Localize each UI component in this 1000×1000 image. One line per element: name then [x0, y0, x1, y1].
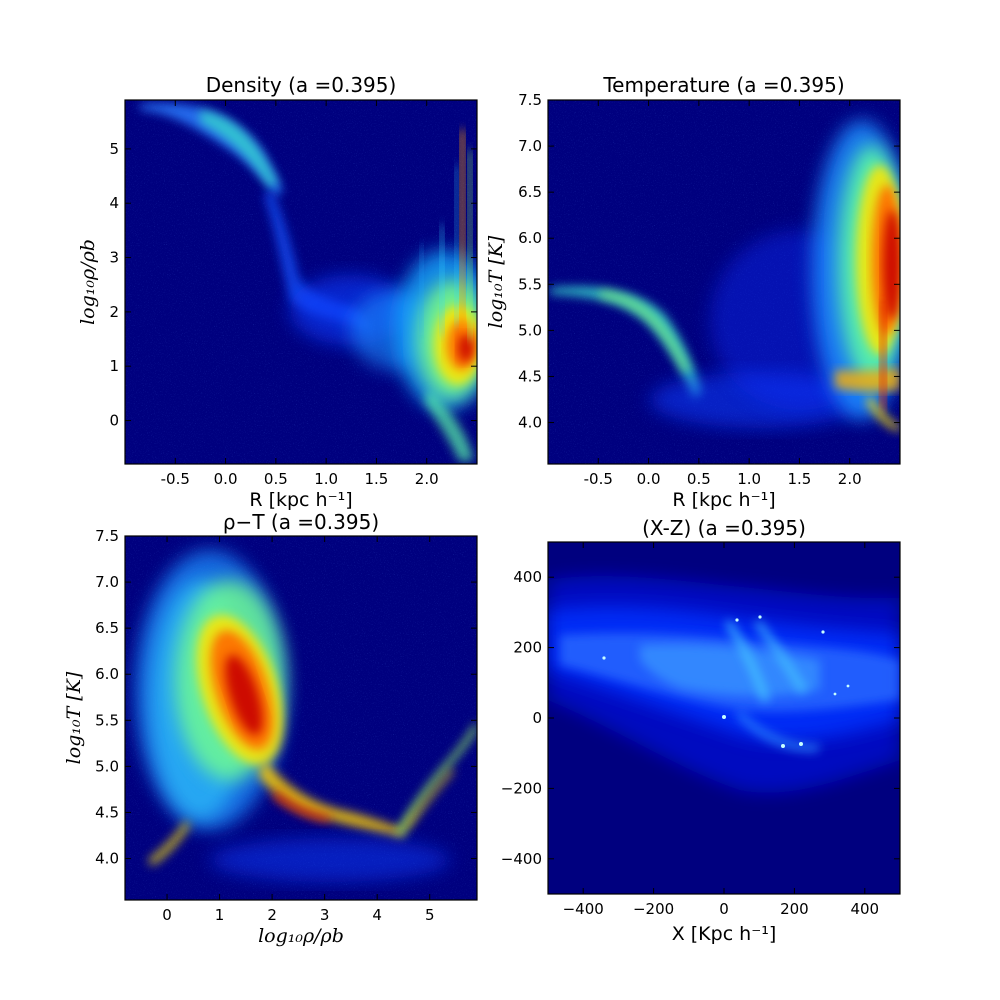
rho-t-ticks: 0 1 2 3 4 5 4.0 4.5 5.0 5.5 6.0 6.5 7.0 7.5 [95, 527, 477, 924]
temperature-xtick-label: 2.0 [838, 470, 862, 488]
density-axes-frame [124, 99, 478, 465]
temperature-axes-frame [547, 99, 901, 465]
temperature-xtick-label: 0.0 [637, 470, 661, 488]
rho-t-xtick-label: 3 [320, 906, 330, 924]
density-xtick-label: 1.0 [314, 470, 338, 488]
temperature-ytick-label: 7.0 [518, 137, 542, 155]
rho-t-xtick-label: 5 [425, 906, 435, 924]
rho-t-xtick-label: 4 [372, 906, 382, 924]
density-ytick-label: 5 [109, 140, 119, 158]
rho-t-xtick-label: 2 [267, 906, 277, 924]
temperature-xtick-label: 1.0 [737, 470, 761, 488]
temperature-title: Temperature (a =0.395) [602, 73, 844, 97]
rho-t-ytick-label: 4.5 [95, 803, 119, 821]
rho-t-ytick-label: 5.5 [95, 711, 119, 729]
xz-xtick-label: −200 [633, 900, 674, 918]
temperature-ytick-label: 7.5 [518, 91, 542, 109]
xz-xlabel: X [Kpc h⁻¹] [672, 923, 777, 945]
rho-t-ytick-label: 7.0 [95, 573, 119, 591]
density-ytick-label: 0 [109, 412, 119, 430]
rho-t-xtick-label: 0 [162, 906, 172, 924]
xz-panel: −400 −200 0 200 400 −400 −200 0 200 400 (X-Z) (a … [501, 516, 901, 945]
rho-t-ytick-label: 6.5 [95, 619, 119, 637]
temperature-xtick-label: -0.5 [584, 470, 613, 488]
rho-t-heatmap [125, 536, 477, 900]
temperature-ylabel: log₁₀T [K] [485, 235, 507, 328]
xz-ticks: −400 −200 0 200 400 −400 −200 0 200 400 [501, 542, 900, 918]
temperature-ytick-label: 5.5 [518, 275, 542, 293]
density-ytick-label: 4 [109, 194, 119, 212]
rho-t-ytick-label: 5.0 [95, 757, 119, 775]
temperature-ytick-label: 5.0 [518, 321, 542, 339]
rho-t-axes-frame [124, 535, 478, 901]
density-title: Density (a =0.395) [206, 73, 397, 97]
density-xtick-label: 2.0 [415, 470, 439, 488]
xz-heatmap [548, 576, 900, 793]
temperature-xlabel: R [kpc h⁻¹] [672, 489, 775, 511]
rho-t-ytick-label: 6.0 [95, 665, 119, 683]
density-ylabel: log₁₀ρ/ρb [77, 239, 99, 325]
temperature-ticks: -0.5 0.0 0.5 1.0 1.5 2.0 4.0 4.5 5.0 5.5 6.0 6.5 7.0… [518, 91, 900, 488]
xz-xtick-label: −400 [563, 900, 604, 918]
rho-t-ylabel: log₁₀T [K] [63, 671, 85, 764]
temperature-heatmap [548, 100, 900, 464]
temperature-panel: -0.5 0.0 0.5 1.0 1.5 2.0 4.0 4.5 5.0 5.5 6.0 6.5 7.0… [485, 73, 901, 511]
temperature-xtick-label: 0.5 [687, 470, 711, 488]
xz-ytick-label: −400 [501, 850, 542, 868]
rho-t-xlabel: log₁₀ρ/ρb [258, 925, 344, 947]
density-heatmap [125, 100, 477, 464]
density-xtick-label: 0.5 [264, 470, 288, 488]
density-xlabel: R [kpc h⁻¹] [249, 489, 352, 511]
temperature-ytick-label: 6.0 [518, 229, 542, 247]
density-panel: -0.5 0.0 0.5 1.0 1.5 2.0 0 1 2 3 4 5 Density (a =0.… [77, 73, 478, 511]
temperature-ytick-label: 4.0 [518, 414, 542, 432]
rho-t-panel: 0 1 2 3 4 5 4.0 4.5 5.0 5.5 6.0 6.5 7.0 7.5 ρ−T (a =0… [63, 510, 478, 947]
xz-ytick-label: 400 [513, 568, 542, 586]
rho-t-title: ρ−T (a =0.395) [223, 510, 379, 534]
temperature-ytick-label: 4.5 [518, 367, 542, 385]
xz-xtick-label: 400 [850, 900, 879, 918]
xz-ytick-label: −200 [501, 779, 542, 797]
density-ytick-label: 2 [109, 303, 119, 321]
density-ytick-label: 3 [109, 249, 119, 267]
rho-t-ytick-label: 4.0 [95, 850, 119, 868]
xz-title: (X-Z) (a =0.395) [642, 516, 806, 540]
xz-xtick-label: 200 [780, 900, 809, 918]
density-xtick-label: 0.0 [214, 470, 238, 488]
xz-ytick-label: 0 [532, 709, 542, 727]
density-xtick-label: 1.5 [364, 470, 388, 488]
xz-xtick-label: 0 [719, 900, 729, 918]
rho-t-ytick-label: 7.5 [95, 527, 119, 545]
density-ticks: -0.5 0.0 0.5 1.0 1.5 2.0 0 1 2 3 4 5 [109, 100, 477, 488]
xz-ytick-label: 200 [513, 639, 542, 657]
density-ytick-label: 1 [109, 357, 119, 375]
rho-t-xtick-label: 1 [215, 906, 225, 924]
temperature-xtick-label: 1.5 [787, 470, 811, 488]
density-xtick-label: -0.5 [161, 470, 190, 488]
temperature-ytick-label: 6.5 [518, 183, 542, 201]
